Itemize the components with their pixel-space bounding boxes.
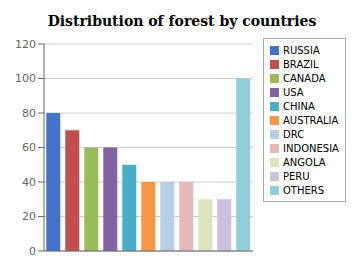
- html-text:USA: USA: [283, 86, 304, 98]
- svg-text:60: 60: [22, 141, 36, 154]
- html-text:INDONESIA: INDONESIA: [283, 142, 339, 154]
- svg-text:0: 0: [29, 245, 36, 258]
- svg-text:40: 40: [22, 176, 36, 189]
- html-text:RUSSIA: RUSSIA: [283, 44, 320, 56]
- html-text:Distribution of forest by coun: Distribution of forest by countries: [47, 13, 317, 29]
- html-text:DRC: DRC: [283, 128, 305, 140]
- svg-text:20: 20: [22, 210, 36, 223]
- html-text:ANGOLA: ANGOLA: [283, 156, 326, 168]
- html-text:AUSTRALIA: AUSTRALIA: [283, 114, 339, 126]
- html-text:BRAZIL: BRAZIL: [283, 58, 319, 70]
- svg-text:120: 120: [15, 38, 36, 51]
- html-text:CANADA: CANADA: [283, 72, 326, 84]
- svg-text:80: 80: [22, 107, 36, 120]
- svg-text:100: 100: [15, 72, 36, 85]
- html-text:OTHERS: OTHERS: [283, 184, 325, 196]
- html-text:CHINA: CHINA: [283, 100, 315, 112]
- html-text:PERU: PERU: [283, 170, 310, 182]
